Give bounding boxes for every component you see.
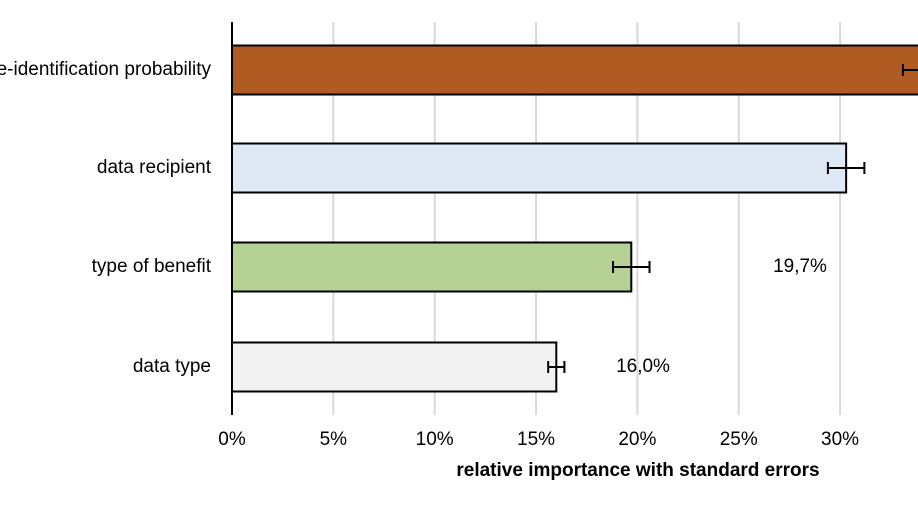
x-tick-label: 15% — [517, 429, 555, 450]
bar — [231, 44, 918, 96]
y-tick-label: type of benefit — [92, 256, 212, 277]
error-bar — [612, 261, 651, 273]
y-tick-label: re-identification probability — [0, 59, 211, 80]
error-bar — [547, 361, 566, 373]
bar — [231, 142, 848, 194]
y-tick-label: data recipient — [97, 157, 212, 178]
error-bar — [901, 64, 918, 76]
bar — [231, 341, 558, 393]
x-tick-label: 10% — [416, 429, 454, 450]
x-tick-label: 5% — [320, 429, 348, 450]
y-tick-label: data type — [133, 356, 211, 377]
x-tick-label: 0% — [218, 429, 246, 450]
value-label: 19,7% — [773, 256, 827, 277]
error-bar — [826, 162, 866, 174]
value-label: 16,0% — [616, 356, 670, 377]
x-tick-label: 20% — [618, 429, 656, 450]
x-tick-label: 30% — [821, 429, 859, 450]
x-axis-title: relative importance with standard errors — [456, 460, 819, 481]
bar — [231, 241, 633, 293]
x-tick-label: 25% — [720, 429, 758, 450]
